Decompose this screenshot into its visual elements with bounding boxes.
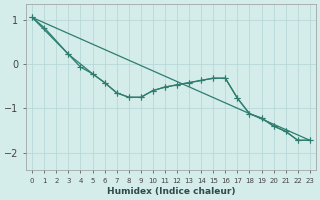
X-axis label: Humidex (Indice chaleur): Humidex (Indice chaleur) (107, 187, 235, 196)
